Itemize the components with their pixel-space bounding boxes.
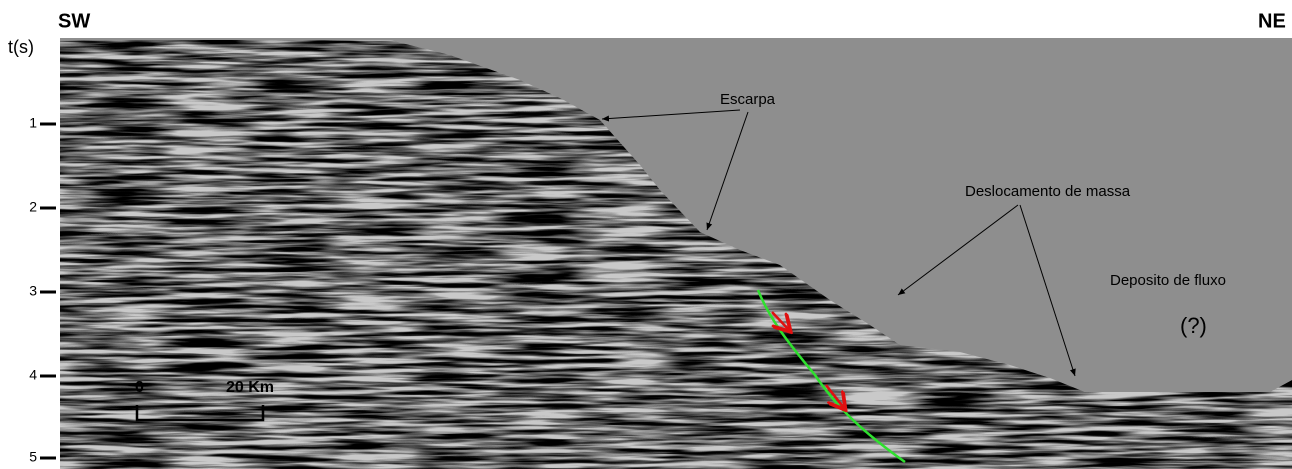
scale-end: 20 Km <box>226 379 274 396</box>
annotation: Deposito de fluxo <box>1110 272 1226 289</box>
axis-label: t(s) <box>8 37 34 57</box>
tick-label: 2 <box>29 199 37 215</box>
direction-right: NE <box>1258 10 1286 32</box>
tick-label: 4 <box>29 367 37 383</box>
tick-label: 1 <box>29 115 37 131</box>
time-ticks: 1 2 3 4 5 <box>29 115 56 465</box>
tick-label: 5 <box>29 449 37 465</box>
annotation: Escarpa <box>720 91 776 108</box>
scale-start: 0 <box>135 379 144 396</box>
annotation: (?) <box>1180 313 1207 338</box>
seismic-figure: SW NE t(s) 1 2 3 4 5 Escarpa Deslocamento de… <box>0 0 1292 469</box>
direction-left: SW <box>58 10 90 32</box>
tick-label: 3 <box>29 283 37 299</box>
annotation: Deslocamento de massa <box>965 183 1131 200</box>
